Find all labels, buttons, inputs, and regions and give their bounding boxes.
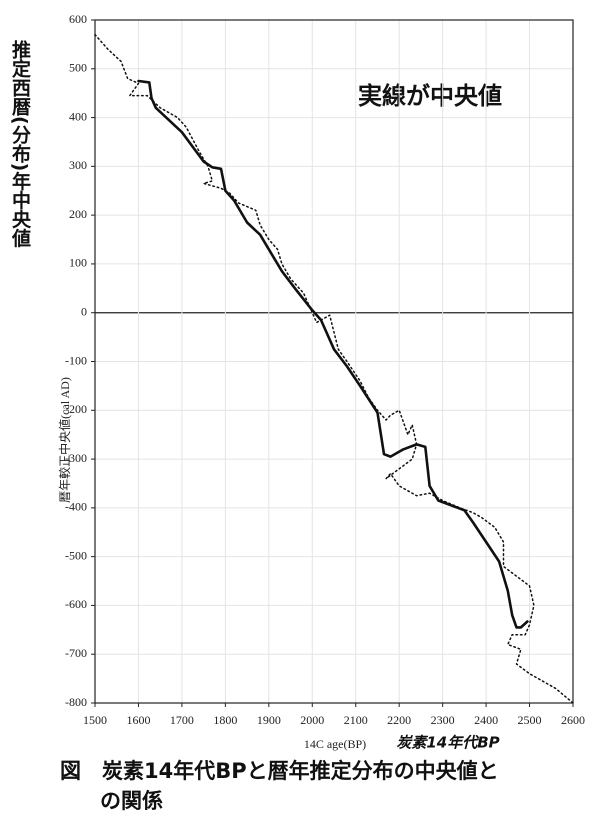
y-tick-label: 500 [69,61,87,75]
x-tick-label: 1500 [83,713,107,727]
x-tick-label: 1800 [213,713,237,727]
caption-line: の関係 [100,789,163,813]
x-tick-label: 1900 [257,713,281,727]
y-label: 暦年較正中央値(cal AD) [57,377,72,503]
y-tick-label: 400 [69,109,87,123]
plot-frame [94,19,574,704]
y-tick-label: 200 [69,207,87,221]
series-line [137,79,529,629]
y-tick-label: -300 [65,451,87,465]
caption-line: 図 炭素14年代BPと暦年推定分布の中央値と [60,759,499,783]
x-tick-label: 2500 [518,713,542,727]
y-tick-label: -100 [65,353,87,367]
y-tick-label: 300 [69,158,87,172]
y-tick-label: -200 [65,402,87,416]
x-tick-label: 2000 [300,713,324,727]
y-tick-label: -400 [65,500,87,514]
series-line [94,33,574,704]
x-tick-label: 2600 [561,713,585,727]
annotation: 実線が中央値 [358,82,502,110]
x-tick-label: 2100 [344,713,368,727]
x-tick-label: 1600 [126,713,150,727]
x-tick-label: 2400 [474,713,498,727]
y-tick-label: 0 [81,304,87,318]
y-tick-label: 600 [69,12,87,26]
x-label: 14C age(BP) [304,737,366,751]
y-tick-label: -500 [65,548,87,562]
x-tick-label: 2300 [431,713,455,727]
y-tick-label: -600 [65,597,87,611]
x-tick-label: 2200 [387,713,411,727]
y-tick-label: -800 [65,695,87,709]
y-tick-label: -700 [65,646,87,660]
x-label-handwritten: 炭素14年代BP [396,734,499,752]
x-tick-label: 1700 [170,713,194,727]
y-tick-label: 100 [69,256,87,270]
y-label-handwritten: 推定西暦(分布)年中央値 [9,39,32,248]
